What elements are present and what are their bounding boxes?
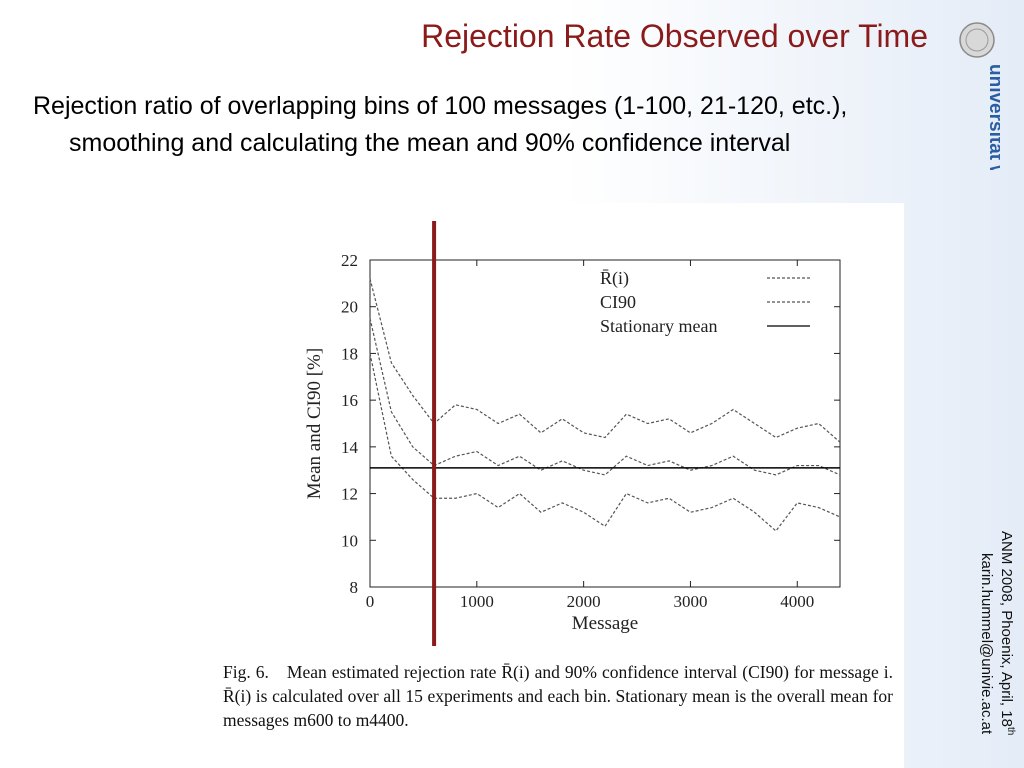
series-line-0: [369, 318, 841, 476]
seal-icon: [959, 22, 995, 58]
y-tick-label: 10: [341, 531, 358, 550]
y-tick-label: 22: [341, 251, 358, 270]
y-tick-label: 8: [350, 578, 359, 597]
x-tick-label: 4000: [780, 592, 814, 611]
y-axis-label: Mean and CI90 [%]: [304, 348, 325, 499]
plot-frame: [369, 259, 841, 588]
y-tick-label: 12: [341, 485, 358, 504]
slide-title: Rejection Rate Observed over Time: [421, 18, 928, 54]
caption-text: Mean estimated rejection rate R̄(i) and …: [223, 662, 893, 730]
bullet-text: Rejection ratio of overlapping bins of 1…: [33, 88, 959, 162]
series-line-1: [369, 278, 841, 443]
footer-email: karin.hummel@univie.ac.at: [978, 553, 995, 735]
x-tick-label: 3000: [673, 592, 707, 611]
series-line-2: [369, 353, 841, 532]
y-tick-label: 20: [341, 298, 358, 317]
figure-caption: Fig. 6. Mean estimated rejection rate R̄(…: [223, 660, 893, 732]
legend-label: CI90: [600, 292, 636, 312]
y-tick-label: 16: [341, 391, 358, 410]
legend-label: Stationary mean: [600, 316, 717, 336]
logo-wordmark: universität wien: [985, 64, 1000, 170]
y-tick-label: 14: [341, 438, 359, 457]
x-tick-label: 0: [366, 592, 375, 611]
figure-panel: 8 10 12 14 16 18 20 22 0 1000 2000 3000 4000 Message M…: [200, 203, 904, 768]
rejection-rate-chart: 8 10 12 14 16 18 20 22 0 1000 2000 3000 4000 Message M…: [304, 221, 841, 646]
university-logo: universität wien: [959, 22, 1000, 170]
bullet-content: Rejection ratio of overlapping bins of 1…: [33, 92, 848, 157]
caption-label: Fig. 6.: [223, 662, 269, 682]
x-tick-label: 1000: [460, 592, 494, 611]
x-axis-label: Message: [572, 613, 638, 634]
footer-event: ANM 2008, Phoenix, April, 18th: [998, 531, 1016, 735]
y-tick-label: 18: [341, 344, 358, 363]
footer: ANM 2008, Phoenix, April, 18th karin.hum…: [978, 531, 1016, 735]
x-tick-label: 2000: [567, 592, 601, 611]
legend-label: R̄(i): [600, 268, 629, 289]
